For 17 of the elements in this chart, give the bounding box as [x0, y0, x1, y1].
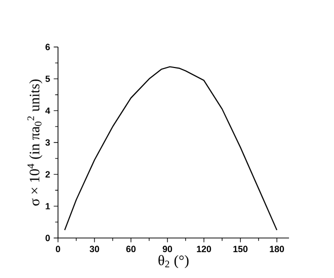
x-tick-label: 0	[56, 246, 60, 252]
y-tick-label: 3	[45, 139, 50, 146]
x-axis-title: θ$_{2}$ (°)	[158, 255, 189, 268]
x-tick-label: 150	[233, 246, 248, 252]
y-tick-label: 1	[46, 203, 50, 210]
x-tick-label: 120	[196, 246, 212, 252]
x-tick-label: 180	[270, 246, 284, 252]
y-tick-label: 2	[46, 171, 50, 178]
y-tick-label: 6	[46, 44, 50, 50]
line-series	[64, 66, 278, 231]
y-tick-label: 0	[46, 234, 50, 242]
y-tick-label: 5	[45, 76, 50, 82]
x-tick-label: 60	[126, 246, 136, 252]
y-tick-label: 4	[45, 108, 50, 114]
y-axis-title: σ × 10$^{4}$ (in πa$_{0}$$^{2}$ units)	[27, 80, 42, 206]
x-tick-label: 90	[162, 246, 172, 252]
x-tick-label: 30	[90, 246, 100, 252]
